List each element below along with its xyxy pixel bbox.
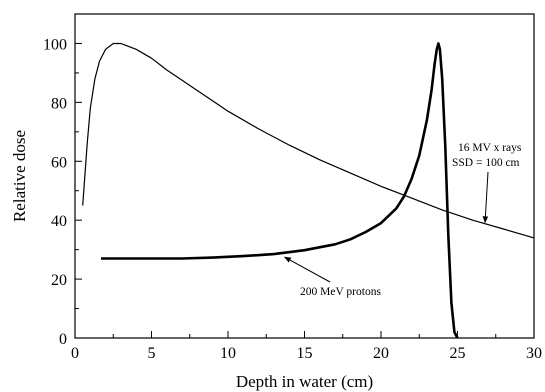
series-layer <box>82 42 535 339</box>
proton-dose-curve <box>101 42 459 339</box>
proton-annotation: 200 MeV protons <box>300 286 381 298</box>
y-tick-label: 0 <box>59 331 67 348</box>
y-tick-label: 80 <box>51 95 67 112</box>
x-tick-label: 10 <box>220 345 236 362</box>
x-tick-label: 25 <box>450 345 466 362</box>
x-tick-label: 0 <box>71 345 79 362</box>
xray-annotation-line-2: SSD = 100 cm <box>452 157 520 169</box>
annotation-layer: 16 MV x rays SSD = 100 cm 200 MeV protons <box>283 142 522 298</box>
x-tick-label: 20 <box>373 345 389 362</box>
y-tick-label: 20 <box>51 272 67 289</box>
x-tick-label: 15 <box>297 345 313 362</box>
y-tick-label: 60 <box>51 154 67 171</box>
xray-annotation-line-1: 16 MV x rays <box>458 142 522 154</box>
y-tick-label: 100 <box>43 36 67 53</box>
xray-annotation-arrow <box>482 171 489 224</box>
x-tick-label: 30 <box>526 345 542 362</box>
x-axis-label: Depth in water (cm) <box>236 372 373 391</box>
proton-annotation-arrow <box>283 256 331 283</box>
y-tick-label: 40 <box>51 213 67 230</box>
x-tick-label: 5 <box>148 345 156 362</box>
axes: 0 5 10 15 20 25 30 0 20 40 60 80 100 <box>43 13 542 362</box>
y-axis-label: Relative dose <box>10 130 29 222</box>
xray-dose-curve <box>82 42 535 239</box>
